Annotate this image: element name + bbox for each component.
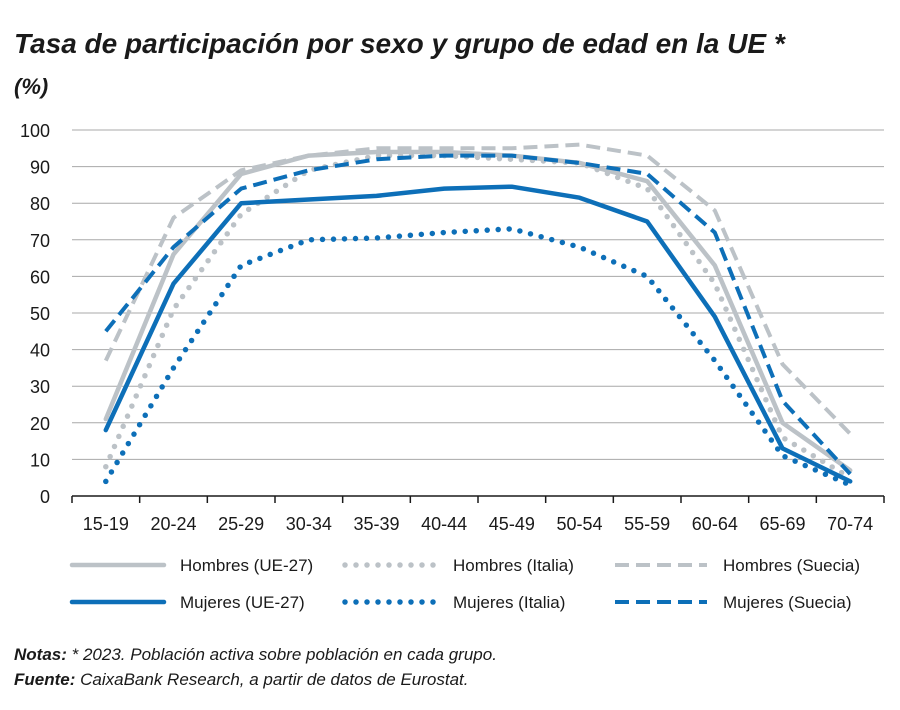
x-axis: [71, 495, 885, 503]
x-tick-label: 50-54: [556, 514, 602, 534]
y-tick-label: 100: [20, 121, 50, 141]
y-tick-label: 80: [30, 194, 50, 214]
chart-title: Tasa de participación por sexo y grupo d…: [14, 28, 785, 59]
legend-label: Mujeres (Suecia): [723, 593, 852, 612]
series-line-Mujeres (UE-27): [103, 184, 853, 484]
source-label: Fuente:: [14, 670, 76, 689]
notes-text: * 2023. Población activa sobre población…: [66, 645, 497, 664]
legend-label: Hombres (Italia): [453, 556, 574, 575]
legend-item: Mujeres (Italia): [342, 593, 565, 612]
x-tick-label: 60-64: [692, 514, 738, 534]
x-tick-label: 65-69: [759, 514, 805, 534]
series-line-Mujeres (Italia): [103, 226, 853, 488]
legend-item: Mujeres (Suecia): [615, 593, 852, 612]
x-tick-label: 40-44: [421, 514, 467, 534]
x-tick-label: 30-34: [286, 514, 332, 534]
y-tick-label: 70: [30, 231, 50, 251]
x-tick-label: 70-74: [827, 514, 873, 534]
series-lines: [103, 142, 853, 488]
legend-item: Hombres (Suecia): [615, 556, 860, 575]
legend-label: Hombres (UE-27): [180, 556, 313, 575]
notes-line: Notas: * 2023. Población activa sobre po…: [14, 642, 497, 667]
line-chart: 0 10 20 30 40 50 60 70 80 90 100 15-19 20-24 25-29 30…: [20, 121, 885, 612]
y-tick-label: 30: [30, 377, 50, 397]
legend-item: Mujeres (UE-27): [69, 593, 305, 612]
y-tick-label: 0: [40, 487, 50, 507]
y-tick-label: 10: [30, 450, 50, 470]
legend-label: Mujeres (UE-27): [180, 593, 305, 612]
x-tick-label: 25-29: [218, 514, 264, 534]
x-tick-label: 20-24: [150, 514, 196, 534]
legend-label: Mujeres (Italia): [453, 593, 565, 612]
x-tick-label: 45-49: [489, 514, 535, 534]
source-text: CaixaBank Research, a partir de datos de…: [75, 670, 469, 689]
x-tick-label: 35-39: [353, 514, 399, 534]
y-tick-label: 90: [30, 158, 50, 178]
x-tick-label: 15-19: [83, 514, 129, 534]
chart-unit: (%): [14, 74, 49, 99]
y-tick-label: 50: [30, 304, 50, 324]
notes-label: Notas:: [14, 645, 67, 664]
legend: Hombres (UE-27) Hombres (Italia) Hombres (…: [69, 556, 860, 612]
y-tick-label: 20: [30, 414, 50, 434]
y-axis-tick-labels: 0 10 20 30 40 50 60 70 80 90 100: [20, 121, 50, 507]
source-line: Fuente: CaixaBank Research, a partir de …: [14, 667, 497, 692]
legend-item: Hombres (Italia): [342, 556, 574, 575]
legend-label: Hombres (Suecia): [723, 556, 860, 575]
y-tick-label: 60: [30, 267, 50, 287]
series-line-Hombres (UE-27): [103, 149, 853, 473]
footnotes: Notas: * 2023. Población activa sobre po…: [14, 642, 497, 692]
x-axis-tick-labels: 15-19 20-24 25-29 30-34 35-39 40-44 45-49 50-54…: [83, 514, 873, 534]
series-line-Mujeres (Suecia): [104, 153, 852, 476]
x-tick-label: 55-59: [624, 514, 670, 534]
series-line-Hombres (Italia): [103, 152, 853, 481]
series-line-Hombres (Suecia): [103, 142, 852, 436]
legend-item: Hombres (UE-27): [69, 556, 313, 575]
y-tick-label: 40: [30, 341, 50, 361]
